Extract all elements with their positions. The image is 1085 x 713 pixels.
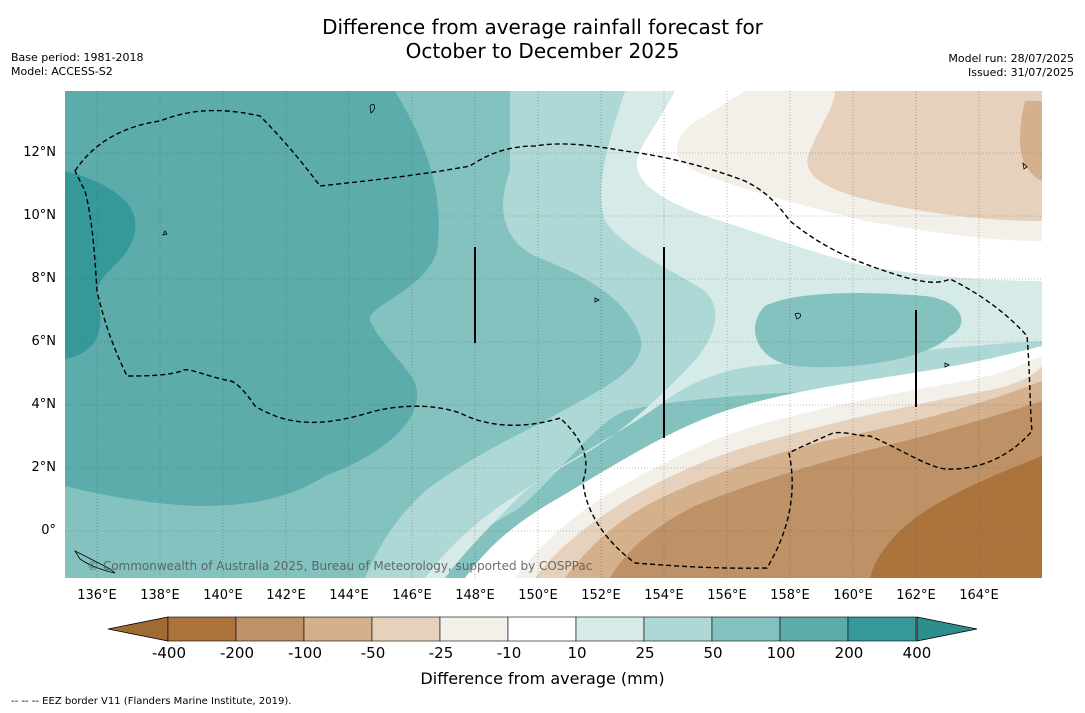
lon-label-160e: 160°E [833,588,873,603]
lon-label-136e: 136°E [77,588,117,603]
lat-label-10n: 10°N [23,208,56,223]
issued-label: Issued: 31/07/2025 [967,66,1074,79]
eez-footnote: -- -- -- EEZ border V11 (Flanders Marine… [11,696,292,707]
lat-label-8n: 8°N [31,271,57,286]
eez-border [74,109,1033,569]
lon-label-150e: 150°E [518,588,558,603]
lon-label-146e: 146°E [392,588,432,603]
colorbar-title: Difference from average (mm) [420,669,665,688]
lat-label-6n: 6°N [31,334,57,349]
colorbar-bins [167,616,917,642]
rainfall-map[interactable]: © Commonwealth of Australia 2025, Bureau… [65,91,1042,578]
map-title-line2: October to December 2025 [405,39,680,63]
colorbar-tick-label: -400 [151,644,187,662]
lat-label-12n: 12°N [23,145,56,160]
eez-separator-lines [474,247,917,438]
colorbar-bin [575,616,645,642]
colorbar [107,616,978,642]
colorbar-tick-label: 100 [766,644,796,662]
lon-label-158e: 158°E [770,588,810,603]
lon-label-162e: 162°E [896,588,936,603]
lon-label-148e: 148°E [455,588,495,603]
colorbar-bin [167,616,237,642]
colorbar-tick-label: -25 [428,644,454,662]
colorbar-bin [507,616,577,642]
colorbar-bin [779,616,849,642]
base-period-label: Base period: 1981-2018 [11,51,144,64]
islands [73,104,1028,574]
lon-label-140e: 140°E [203,588,243,603]
colorbar-above-max [916,616,978,642]
dry-region-north-ne [1020,101,1042,181]
colorbar-bin [371,616,441,642]
colorbar-tick-label: -100 [287,644,323,662]
map-title-line1: Difference from average rainfall forecas… [322,15,763,39]
wet-region-100-200-east [755,293,962,368]
colorbar-bin [847,616,917,642]
lon-label-144e: 144°E [329,588,369,603]
colorbar-tick-label: -10 [496,644,522,662]
lat-label-4n: 4°N [31,397,57,412]
lon-label-154e: 154°E [644,588,684,603]
colorbar-tick-label: 200 [834,644,864,662]
lon-label-164e: 164°E [959,588,999,603]
colorbar-tick-label: 400 [902,644,932,662]
lon-label-138e: 138°E [140,588,180,603]
wet-region-200-400 [65,171,136,359]
lon-label-156e: 156°E [707,588,747,603]
colorbar-tick-label: 25 [635,644,655,662]
lon-label-142e: 142°E [266,588,306,603]
gridlines [65,91,1042,578]
colorbar-bin [711,616,781,642]
copyright-notice: © Commonwealth of Australia 2025, Bureau… [87,559,592,573]
dry-region-north [807,91,1042,221]
lat-label-2n: 2°N [31,460,57,475]
colorbar-tick-label: -50 [360,644,386,662]
colorbar-bin [439,616,509,642]
lon-label-152e: 152°E [581,588,621,603]
colorbar-bin [303,616,373,642]
colorbar-tick-label: 10 [567,644,587,662]
colorbar-tick-label: 50 [703,644,723,662]
lat-label-0: 0° [41,523,56,538]
dry-region-south-400 [870,456,1042,578]
wet-region-100-200 [65,91,439,506]
colorbar-bin [643,616,713,642]
model-run-label: Model run: 28/07/2025 [948,52,1074,65]
colorbar-tick-label: -200 [219,644,255,662]
model-label: Model: ACCESS-S2 [11,65,113,78]
colorbar-bin [235,616,305,642]
colorbar-below-min [107,616,169,642]
